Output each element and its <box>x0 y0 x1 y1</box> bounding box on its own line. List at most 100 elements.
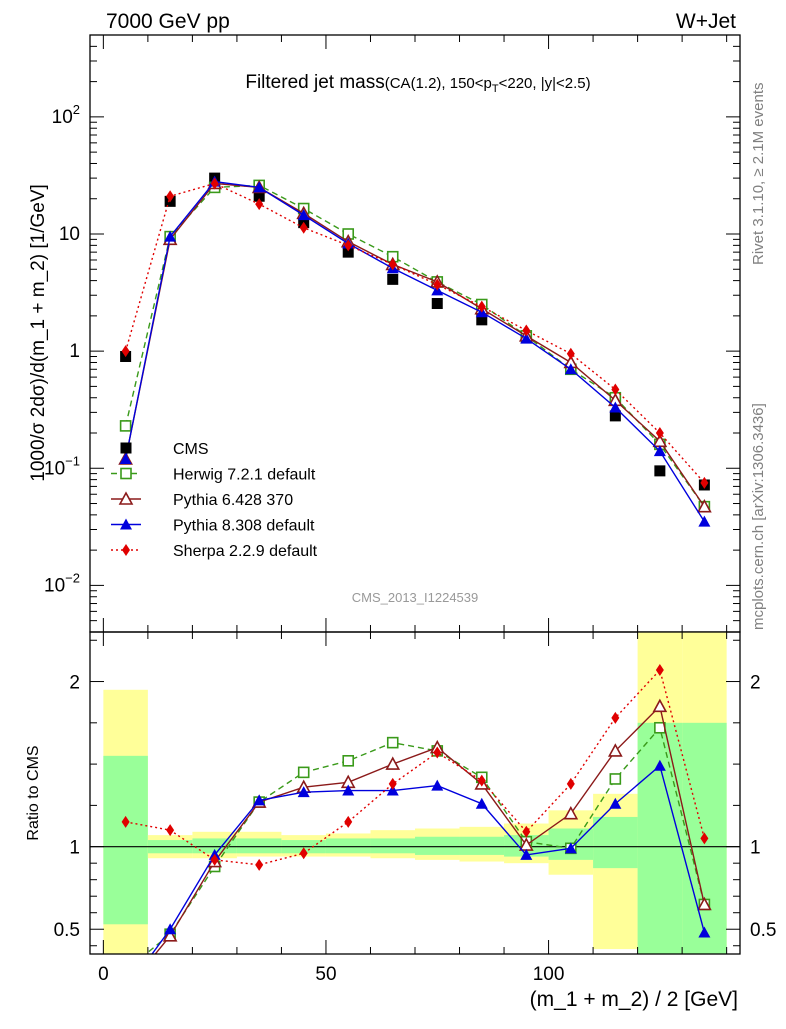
ratio-point-herwig <box>609 773 622 785</box>
ratio-point-herwig <box>297 766 310 779</box>
ratio-point-pythia8 <box>698 926 711 938</box>
point-sherpa <box>700 476 709 489</box>
title-sub-subscript: T <box>492 83 499 95</box>
ratio-point-pythia8 <box>431 779 444 791</box>
ratio-y-tick-label: 0.5 <box>54 920 80 941</box>
series-line-herwig <box>124 184 705 508</box>
point-sherpa <box>477 300 486 313</box>
legend-marker-sherpa <box>122 544 130 556</box>
ratio-point-sherpa <box>388 777 397 790</box>
plot-title: Filtered jet mass(CA(1.2), 150<pT<220, |… <box>245 72 590 95</box>
ratio-x-tick-label: 50 <box>315 964 336 985</box>
header-left: 7000 GeV pp <box>106 10 230 33</box>
main-y-axis-label: 1000/σ 2dσ)/d(m_1 + m_2) [1/GeV] <box>28 184 49 482</box>
analysis-watermark: CMS_2013_I1224539 <box>352 590 479 605</box>
ratio-point-sherpa <box>611 711 620 724</box>
point-pythia8 <box>609 401 622 413</box>
series-line-pythia6 <box>124 182 705 508</box>
tick-label-base: 10 <box>59 224 80 245</box>
point-cms <box>654 465 666 477</box>
ratio-point-sherpa <box>344 815 353 828</box>
band-green <box>236 838 282 854</box>
point-pythia8 <box>653 445 666 457</box>
legend-label-sherpa: Sherpa 2.2.9 default <box>173 543 318 560</box>
point-sherpa <box>299 221 308 234</box>
point-sherpa <box>655 427 664 439</box>
series-line-pythia8 <box>124 180 705 523</box>
ratio-point-sherpa <box>166 824 175 837</box>
point-sherpa <box>166 190 175 203</box>
ratio-point-herwig <box>121 966 131 976</box>
point-pythia8 <box>564 363 577 375</box>
ratio-x-tick-label: 100 <box>533 964 565 985</box>
tick-label-base: 10 <box>44 575 65 596</box>
tick-label-base: 10 <box>44 458 65 479</box>
ratio-point-pythia6 <box>697 896 712 911</box>
point-sherpa <box>210 177 219 190</box>
point-sherpa <box>255 198 264 211</box>
ratio-point-sherpa <box>566 777 575 790</box>
band-green <box>103 755 148 925</box>
ratio-frame <box>89 631 741 955</box>
ratio-y-tick-label-right: 0.5 <box>750 920 776 941</box>
ratio-series-pythia6 <box>154 698 712 954</box>
band-green <box>637 722 683 954</box>
ratio-point-pythia8 <box>120 984 132 995</box>
series-pythia6 <box>118 175 712 513</box>
ratio-point-sherpa <box>255 858 264 871</box>
legend-label-herwig: Herwig 7.2.1 default <box>173 467 316 484</box>
header-right: W+Jet <box>676 10 736 33</box>
ratio-point-sherpa <box>522 825 531 838</box>
ratio-point-pythia8 <box>297 786 310 798</box>
ratio-point-pythia6 <box>385 756 401 770</box>
main-y-tick-label: 10−2 <box>44 570 80 596</box>
ratio-y-tick-label: 1 <box>69 838 80 859</box>
point-sherpa <box>522 324 531 337</box>
ratio-point-pythia8 <box>342 784 355 796</box>
ratio-x-tick-label: 0 <box>98 964 109 985</box>
point-pythia8 <box>698 515 711 527</box>
ratio-point-pythia8 <box>609 797 622 809</box>
ratio-point-sherpa <box>210 853 219 866</box>
ratio-point-pythia8 <box>386 784 399 796</box>
title-sub-prefix: (CA(1.2), 150<p <box>385 75 492 92</box>
point-pythia6 <box>697 498 712 513</box>
point-pythia8 <box>119 452 132 464</box>
ratio-point-pythia6 <box>652 698 668 713</box>
ratio-point-pythia6 <box>563 805 579 820</box>
point-sherpa <box>121 345 130 358</box>
ratio-point-herwig <box>342 754 355 767</box>
x-axis-label: (m_1 + m_2) / 2 [GeV] <box>530 988 738 1011</box>
series-sherpa <box>121 177 709 489</box>
ratio-point-pythia8 <box>164 923 177 935</box>
ratio-line-pythia6 <box>154 704 706 954</box>
tick-label-exponent: 2 <box>73 102 80 117</box>
main-y-tick-label: 1 <box>69 341 80 362</box>
main-y-tick-label: 10−1 <box>44 453 80 479</box>
point-cms <box>476 314 488 326</box>
ratio-point-pythia6 <box>607 743 623 757</box>
ratio-series-pythia8 <box>120 759 711 995</box>
band-green <box>415 836 460 855</box>
ratio-point-pythia8 <box>475 797 488 809</box>
point-cms <box>431 298 443 310</box>
ratio-axis-ticks: 0 50 100 0.5 0.5 1 1 2 2 <box>54 632 776 985</box>
ratio-y-tick-label-right: 2 <box>750 673 761 694</box>
ratio-y-tick-label: 2 <box>69 673 80 694</box>
band-green <box>459 836 505 855</box>
tick-label-exponent: −2 <box>65 570 80 585</box>
legend-marker-pythia6 <box>118 491 134 505</box>
legend-marker-cms <box>120 442 132 454</box>
ratio-point-sherpa <box>700 832 709 845</box>
point-sherpa <box>344 239 353 252</box>
ratio-point-pythia8 <box>253 794 266 806</box>
point-herwig <box>119 420 132 432</box>
point-sherpa <box>388 258 397 271</box>
ratio-panel: 0 50 100 0.5 0.5 1 1 2 2 Ratio to CMS (m_1 + m_2… <box>25 631 776 1011</box>
point-sherpa <box>566 347 575 360</box>
series-herwig <box>119 179 711 513</box>
series-cms <box>120 172 710 491</box>
